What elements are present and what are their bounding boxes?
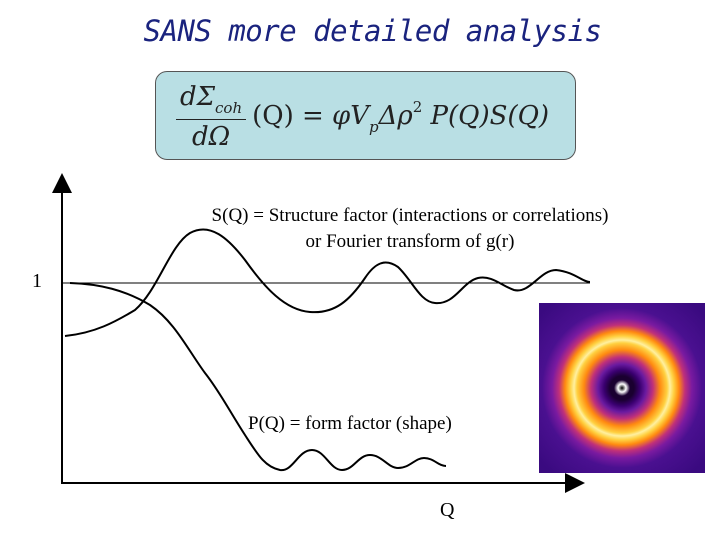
sans-detector-image xyxy=(539,303,705,473)
differential-cross-section: dΣcoh dΩ xyxy=(176,81,247,153)
structure-factor-curve xyxy=(64,228,591,337)
structure-factor-label: S(Q) = Structure factor (interactions or… xyxy=(140,203,680,255)
page-title: SANS more detailed analysis xyxy=(143,14,602,48)
eq-phi: φ xyxy=(332,101,351,131)
form-factor-label: P(Q) = form factor (shape) xyxy=(248,413,452,434)
form-factor-curve xyxy=(69,282,447,472)
structure-factor-line-1: S(Q) = Structure factor (interactions or… xyxy=(211,205,609,226)
equation-box: dΣcoh dΩ (Q) = φVpΔρ2 P(Q)S(Q) xyxy=(155,71,576,160)
eq-subscript-coh: coh xyxy=(215,98,243,117)
eq-denominator: dΩ xyxy=(191,122,231,153)
eq-volume-sub: p xyxy=(369,118,379,136)
eq-volume: V xyxy=(350,101,370,131)
scattering-equation: dΣcoh dΩ (Q) = φVpΔρ2 P(Q)S(Q) xyxy=(176,82,549,152)
structure-factor-line-2: or Fourier transform of g(r) xyxy=(305,231,515,252)
eq-numerator: dΣ xyxy=(180,81,216,112)
eq-tail: P(Q)S(Q) xyxy=(422,101,550,131)
unity-label: 1 xyxy=(32,270,42,292)
q-axis-label: Q xyxy=(440,499,455,521)
eq-rho-superscript: 2 xyxy=(412,98,423,116)
eq-argument: (Q) = xyxy=(252,101,333,131)
eq-delta-rho: Δρ xyxy=(378,101,413,131)
